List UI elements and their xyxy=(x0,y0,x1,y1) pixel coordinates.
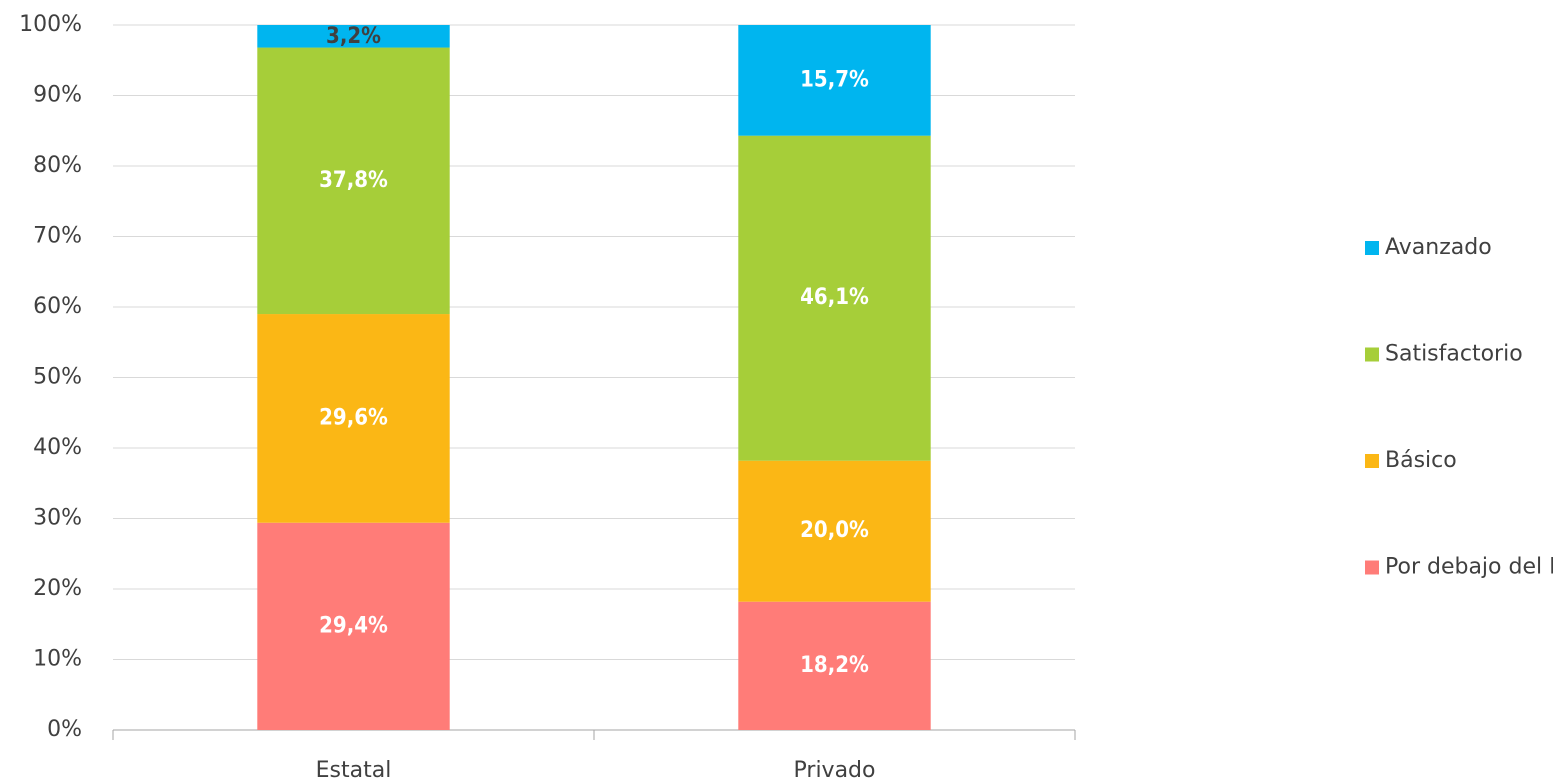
x-tick-label: Privado xyxy=(794,758,876,783)
bar-segment xyxy=(738,25,931,136)
y-tick-label: 60% xyxy=(33,294,82,319)
y-tick-label: 70% xyxy=(33,224,82,249)
legend-swatch xyxy=(1365,454,1379,468)
legend-label: Básico xyxy=(1385,448,1457,473)
y-tick-label: 40% xyxy=(33,435,82,460)
x-tick-label: Estatal xyxy=(316,758,392,783)
value-label: 15,7% xyxy=(800,67,869,92)
value-label: 46,1% xyxy=(800,285,869,310)
bar-segment xyxy=(738,601,931,730)
legend-swatch xyxy=(1365,347,1379,362)
legend-label: Satisfactorio xyxy=(1385,342,1523,367)
y-tick-label: 0% xyxy=(47,717,82,742)
legend-label: Avanzado xyxy=(1385,235,1492,260)
value-label: 29,4% xyxy=(319,613,388,638)
y-tick-label: 30% xyxy=(33,506,82,531)
legend-swatch xyxy=(1365,241,1379,255)
bar-segment xyxy=(257,47,450,315)
y-tick-label: 100% xyxy=(19,12,82,37)
value-label: 29,6% xyxy=(319,405,388,430)
value-label: 20,0% xyxy=(800,518,869,543)
legend-label: Por debajo del Nivel Básico xyxy=(1385,555,1553,580)
value-label: 3,2% xyxy=(326,24,381,49)
y-tick-label: 50% xyxy=(33,365,82,390)
bar-segment xyxy=(738,460,931,602)
bar-segment xyxy=(738,135,931,461)
y-tick-label: 10% xyxy=(33,647,82,672)
value-label: 18,2% xyxy=(800,653,869,678)
y-tick-label: 20% xyxy=(33,576,82,601)
bar-segment xyxy=(257,314,450,523)
value-label: 37,8% xyxy=(319,168,388,193)
y-tick-label: 80% xyxy=(33,153,82,178)
bar-segment xyxy=(257,522,450,730)
y-tick-label: 90% xyxy=(33,83,82,108)
legend-swatch xyxy=(1365,560,1379,575)
bar-segment xyxy=(257,25,450,48)
